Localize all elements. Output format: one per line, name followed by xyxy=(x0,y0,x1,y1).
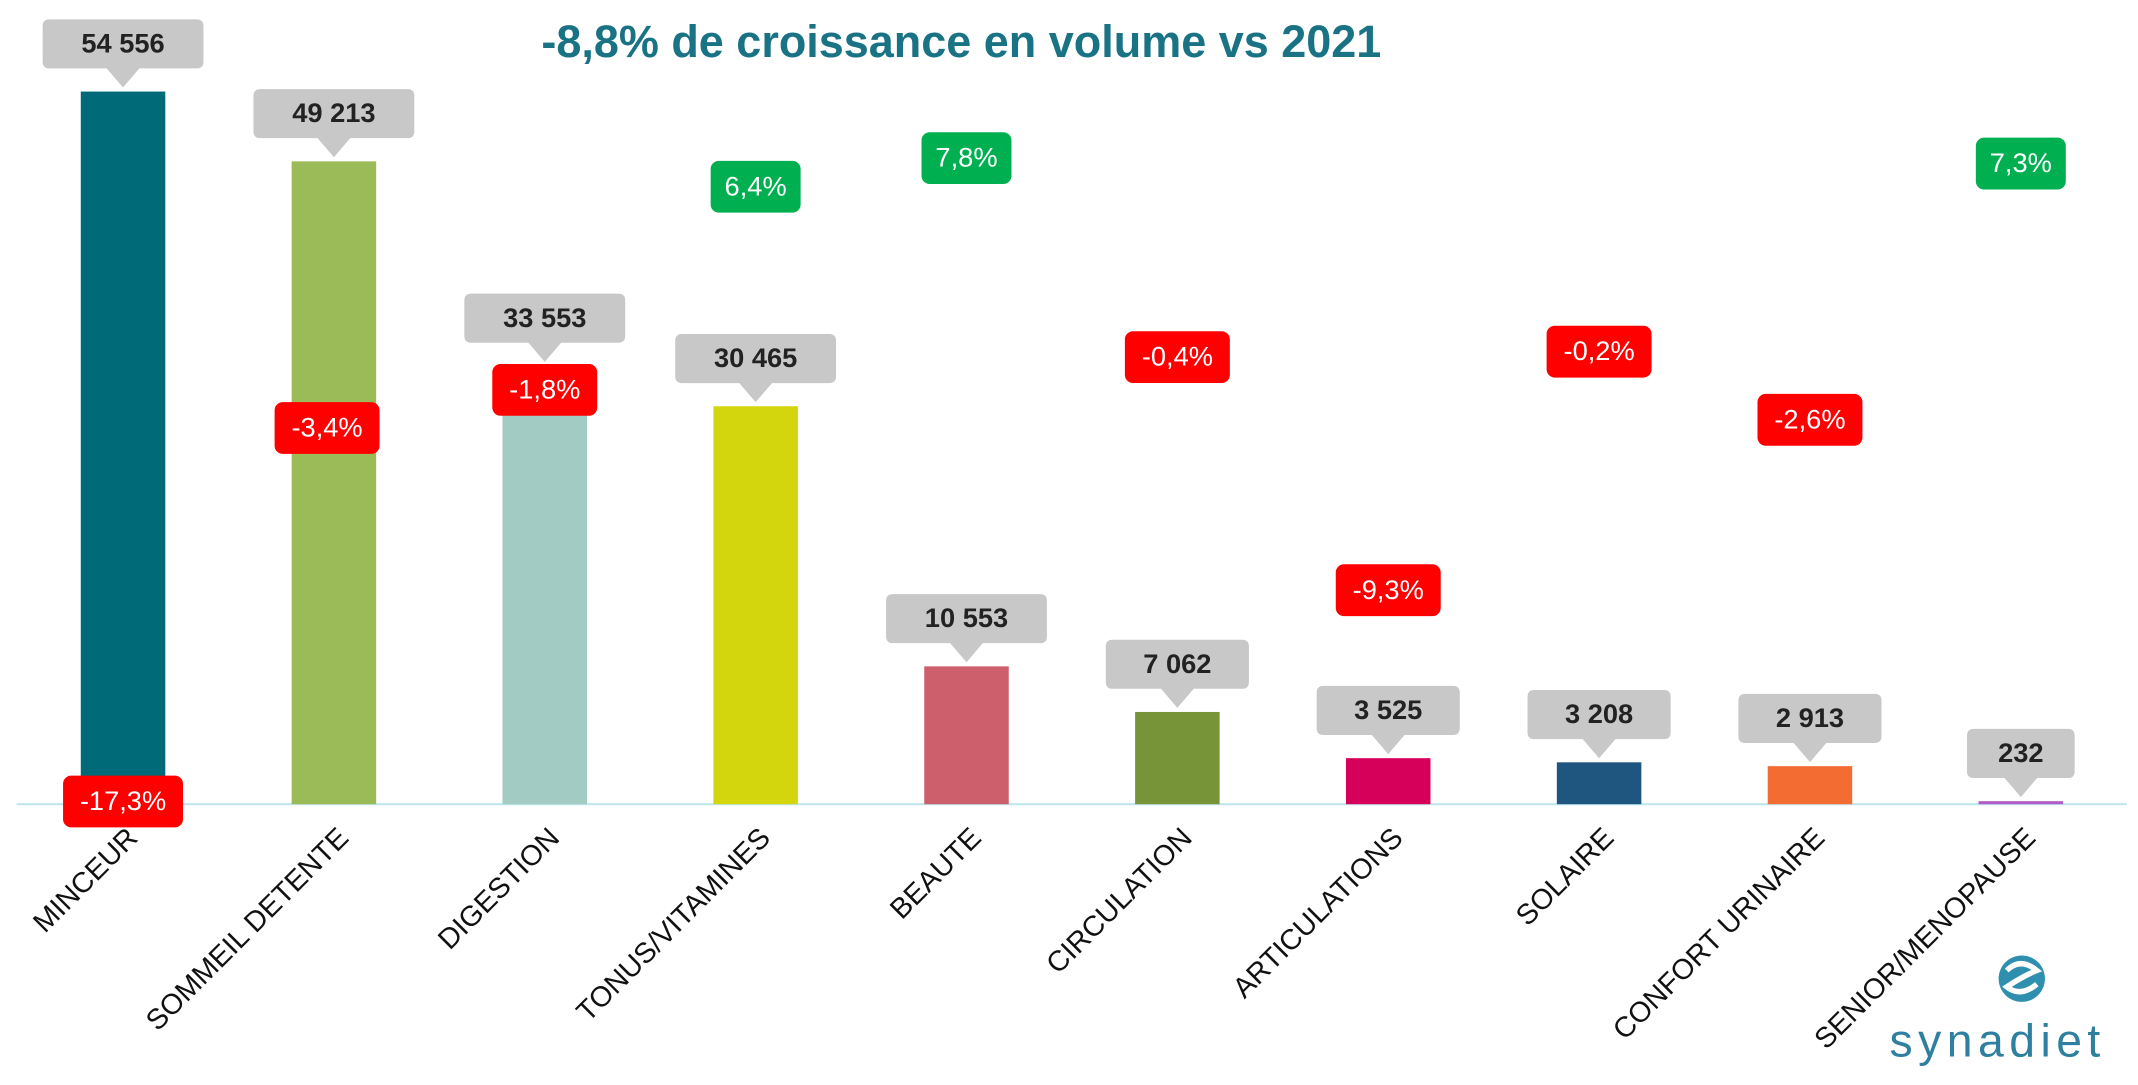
value-label: 49 213 xyxy=(292,97,375,128)
bar xyxy=(1978,801,2064,805)
logo: synadiet xyxy=(1890,955,2106,1066)
growth-label: -3,4% xyxy=(291,412,362,443)
growth-label: -17,3% xyxy=(80,785,166,816)
value-callout xyxy=(1966,728,2075,798)
growth-badge xyxy=(1975,137,2066,190)
value-callout xyxy=(1105,639,1249,708)
value-callout xyxy=(1738,693,1882,763)
growth-badge xyxy=(1124,331,1230,384)
growth-label: 7,8% xyxy=(935,142,997,173)
growth-label: -2,6% xyxy=(1774,403,1845,434)
value-label: 232 xyxy=(1998,737,2043,768)
x-tick-label: CIRCULATION xyxy=(1040,822,1198,980)
growth-label: -0,4% xyxy=(1142,341,1213,372)
growth-label: -9,3% xyxy=(1353,574,1424,605)
bar xyxy=(1767,766,1853,805)
growth-badge xyxy=(710,160,801,213)
growth-badge xyxy=(1757,393,1863,446)
value-callout xyxy=(886,594,1047,663)
bar xyxy=(80,91,166,805)
bar xyxy=(1556,762,1642,805)
growth-label: 7,3% xyxy=(1990,147,2052,178)
bar xyxy=(291,161,377,805)
value-label: 54 556 xyxy=(81,27,164,58)
value-callout xyxy=(675,334,837,403)
growth-badge xyxy=(921,132,1012,185)
value-callout xyxy=(253,89,415,158)
x-tick-label: MINCEUR xyxy=(27,822,144,939)
x-tick-label: SOLAIRE xyxy=(1510,822,1620,932)
value-label: 3 525 xyxy=(1354,694,1422,725)
growth-badge xyxy=(1335,564,1441,617)
bar xyxy=(713,406,798,805)
growth-badge xyxy=(63,775,184,828)
bar xyxy=(924,666,1009,805)
growth-badge xyxy=(1546,325,1652,378)
value-label: 7 062 xyxy=(1143,648,1211,679)
chart-title: -8,8% de croissance en volume vs 2021 xyxy=(541,16,1381,67)
x-tick-label: CONFORT URINAIRE xyxy=(1607,822,1831,1046)
bar xyxy=(502,365,588,805)
growth-label: -0,2% xyxy=(1564,335,1635,366)
x-tick-label: TONUS/VITAMINES xyxy=(571,822,777,1028)
x-tick-label: DIGESTION xyxy=(432,822,566,956)
value-label: 33 553 xyxy=(503,302,586,333)
value-callout xyxy=(42,19,204,88)
bar xyxy=(1135,711,1220,805)
x-tick-label: ARTICULATIONS xyxy=(1227,822,1410,1005)
logo-text: synadiet xyxy=(1890,1014,2106,1066)
bar xyxy=(1345,758,1431,805)
value-label: 10 553 xyxy=(925,602,1008,633)
value-callout xyxy=(464,293,626,362)
value-callout xyxy=(1527,690,1671,759)
growth-label: -1,8% xyxy=(509,373,580,404)
x-tick-label: BEAUTE xyxy=(884,822,988,926)
value-callout xyxy=(1316,685,1460,755)
logo-swirl xyxy=(2002,960,2043,995)
growth-badge xyxy=(274,402,380,454)
value-label: 2 913 xyxy=(1776,702,1844,733)
growth-badge xyxy=(492,363,598,416)
x-tick-label: SOMMEIL DETENTE xyxy=(140,822,355,1037)
value-label: 30 465 xyxy=(714,342,797,373)
value-label: 3 208 xyxy=(1565,698,1633,729)
growth-label: 6,4% xyxy=(725,170,787,201)
